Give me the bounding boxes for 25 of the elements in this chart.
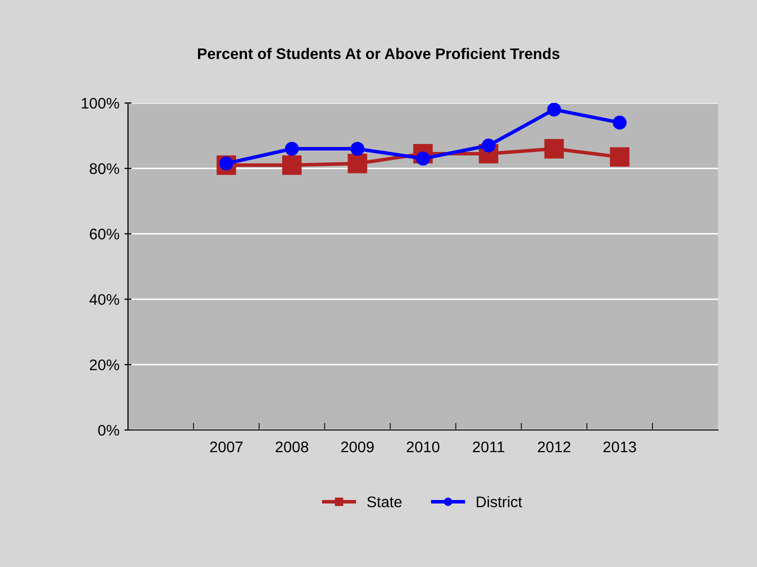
legend-label: District <box>476 496 522 508</box>
x-tick-label: 2011 <box>472 442 504 452</box>
y-tick-label: 20% <box>90 359 120 370</box>
y-tick-label: 0% <box>98 424 120 436</box>
point <box>284 142 299 156</box>
y-tick-label: 80% <box>90 163 120 174</box>
point <box>547 103 562 116</box>
point <box>610 147 630 167</box>
point <box>348 154 368 174</box>
x-tick-label: 2009 <box>341 442 374 452</box>
x-tick-label: 2008 <box>276 442 308 452</box>
x-tick-label: 2013 <box>603 442 636 452</box>
y-tick-label: 60% <box>90 228 120 240</box>
point <box>544 139 564 159</box>
y-tick-label: 40% <box>89 294 120 305</box>
x-tick-label: 2010 <box>406 442 440 452</box>
x-tick-label: 2012 <box>538 442 570 452</box>
point <box>612 116 627 130</box>
x-tick-label: 2007 <box>210 442 243 452</box>
point <box>350 142 364 156</box>
chart-title: Percent of Students At or Above Proficient Trends <box>198 48 560 60</box>
point <box>282 155 302 175</box>
legend-label: State <box>367 496 402 508</box>
y-tick-label: 100% <box>82 98 120 109</box>
point <box>482 138 496 152</box>
